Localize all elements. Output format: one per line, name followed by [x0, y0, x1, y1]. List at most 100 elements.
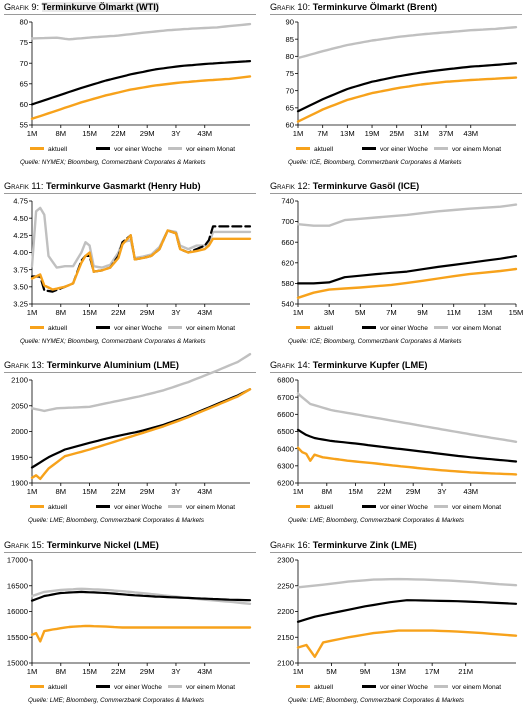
title-rule	[270, 14, 522, 15]
series-line-woche	[296, 62, 518, 113]
x-tick-label: 13M	[477, 308, 492, 317]
chart-title-text: Terminkurve Ölmarkt (WTI)	[41, 2, 159, 12]
x-tick-label: 25M	[389, 129, 404, 138]
y-tick-label: 60	[286, 121, 294, 130]
chart-source: Quelle: ICE; Bloomberg, Commerzbank Corp…	[288, 338, 462, 345]
chart-number: Grafik 12:	[270, 181, 313, 191]
chart-svg: 55 60 65 70 75 80 1M 8M 15M 22M 29M 3Y 43M aktuell vor…	[20, 18, 252, 153]
y-tick-label: 740	[281, 197, 294, 206]
chart-title-text: Terminkurve Nickel (LME)	[46, 540, 159, 550]
y-tick-label: 70	[286, 86, 294, 95]
y-tick-label: 16000	[7, 607, 28, 616]
x-tick-label: 43M	[197, 129, 212, 138]
chart-title: Grafik 11: Terminkurve Gasmarkt (Henry H…	[4, 181, 201, 191]
chart-title: Grafik 9: Terminkurve Ölmarkt (WTI)	[4, 2, 159, 12]
y-tick-label: 6500	[277, 427, 294, 436]
title-rule	[270, 372, 522, 373]
x-tick-label: 22M	[111, 667, 126, 676]
title-rule	[270, 552, 522, 553]
chart-panel: Grafik 10: Terminkurve Ölmarkt (Brent) 60…	[266, 0, 528, 178]
y-tick-label: 90	[286, 18, 294, 27]
y-tick-label: 70	[20, 59, 28, 68]
title-rule	[4, 552, 256, 553]
legend-label-aktuell: aktuell	[314, 146, 334, 153]
y-tick-label: 2250	[277, 581, 294, 590]
x-tick-label: 8M	[56, 308, 67, 317]
chart-source: Quelle: LME; Bloomberg, Commerzbank Corp…	[288, 697, 465, 704]
legend-label-monat: vor einem Monat	[186, 504, 235, 511]
x-tick-label: 17M	[425, 667, 440, 676]
x-tick-label: 3Y	[437, 487, 446, 496]
x-tick-label: 22M	[377, 487, 392, 496]
legend-label-aktuell: aktuell	[314, 684, 334, 691]
series-line-monat	[296, 26, 518, 60]
chart-title-text: Terminkurve Kupfer (LME)	[312, 360, 428, 370]
series-line-monat	[296, 392, 518, 444]
title-rule	[4, 372, 256, 373]
y-tick-label: 6200	[277, 479, 294, 488]
x-tick-label: 21M	[458, 667, 473, 676]
y-tick-label: 4.75	[13, 197, 28, 206]
y-tick-label: 2200	[277, 607, 294, 616]
x-tick-label: 13M	[340, 129, 355, 138]
x-tick-label: 29M	[140, 308, 155, 317]
chart-number: Grafik 9:	[4, 2, 42, 12]
y-tick-label: 1900	[11, 479, 28, 488]
y-tick-label: 2000	[11, 427, 28, 436]
chart-panel: Grafik 15: Terminkurve Nickel (LME) 15000…	[0, 538, 262, 716]
chart-svg: 1900 1950 2000 2050 2100 1M 8M 15M 22M 29M 3Y 43M ak…	[11, 353, 252, 511]
x-tick-label: 15M	[348, 487, 363, 496]
chart-panel: Grafik 13: Terminkurve Aluminium (LME) 19…	[0, 353, 262, 536]
y-tick-label: 2300	[277, 556, 294, 565]
chart-title: Grafik 13: Terminkurve Aluminium (LME)	[4, 360, 179, 370]
chart-title: Grafik 14: Terminkurve Kupfer (LME)	[270, 360, 427, 370]
legend-label-monat: vor einem Monat	[452, 684, 501, 691]
series-line-aktuell	[296, 76, 518, 123]
legend-label-aktuell: aktuell	[48, 325, 68, 332]
y-tick-label: 1950	[11, 453, 28, 462]
series-line-monat	[30, 22, 252, 41]
x-tick-label: 3Y	[171, 667, 180, 676]
x-tick-label: 37M	[439, 129, 454, 138]
series-line-aktuell	[30, 229, 252, 291]
y-tick-label: 6300	[277, 461, 294, 470]
x-tick-label: 1M	[27, 129, 38, 138]
chart-svg: 6200 6300 6400 6500 6600 6700 6800 1M 8M 15M 22M 29…	[277, 376, 518, 511]
x-tick-label: 8M	[56, 487, 67, 496]
chart-svg: 3.25 3.50 3.75 4.00 4.25 4.50 4.75 1M 8M 15M 22M 29…	[13, 197, 252, 332]
x-tick-label: 15M	[82, 308, 97, 317]
x-tick-label: 8M	[56, 667, 67, 676]
x-tick-label: 29M	[406, 487, 421, 496]
chart-title: Grafik 12: Terminkurve Gasöl (ICE)	[270, 181, 419, 191]
chart-panel: Grafik 9: Terminkurve Ölmarkt (WTI) 55 60 6…	[0, 0, 262, 178]
chart-title: Grafik 15: Terminkurve Nickel (LME)	[4, 540, 159, 550]
legend-label-monat: vor einem Monat	[186, 325, 235, 332]
series-line-aktuell	[30, 388, 252, 481]
y-tick-label: 4.25	[13, 231, 28, 240]
y-tick-label: 75	[286, 69, 294, 78]
y-tick-label: 700	[281, 217, 294, 226]
legend-label-woche: vor einer Woche	[114, 684, 162, 691]
y-tick-label: 3.75	[13, 265, 28, 274]
legend-label-aktuell: aktuell	[314, 325, 334, 332]
x-tick-label: 1M	[27, 667, 38, 676]
y-tick-label: 60	[20, 100, 28, 109]
chart-number: Grafik 10:	[270, 2, 313, 12]
legend-label-woche: vor einer Woche	[114, 325, 162, 332]
x-tick-label: 5M	[355, 308, 366, 317]
x-tick-label: 29M	[140, 667, 155, 676]
x-tick-label: 29M	[140, 129, 155, 138]
y-tick-label: 17000	[7, 556, 28, 565]
chart-svg: 2100 2150 2200 2250 2300 1M 5M 9M 13M 17M 21M aktue…	[277, 556, 518, 691]
y-tick-label: 85	[286, 35, 294, 44]
chart-panel: Grafik 11: Terminkurve Gasmarkt (Henry H…	[0, 179, 262, 357]
chart-title-text: Terminkurve Gasmarkt (Henry Hub)	[46, 181, 201, 191]
y-tick-label: 16500	[7, 581, 28, 590]
chart-source: Quelle: LME; Bloomberg, Commerzbank Corp…	[28, 697, 205, 704]
chart-source: Quelle: NYMEX; Bloomberg, Commerzbank Co…	[20, 159, 206, 166]
x-tick-label: 43M	[463, 487, 478, 496]
x-tick-label: 1M	[27, 308, 38, 317]
y-tick-label: 80	[20, 18, 28, 27]
chart-title-text: Terminkurve Ölmarkt (Brent)	[312, 2, 438, 12]
chart-number: Grafik 15:	[4, 540, 47, 550]
